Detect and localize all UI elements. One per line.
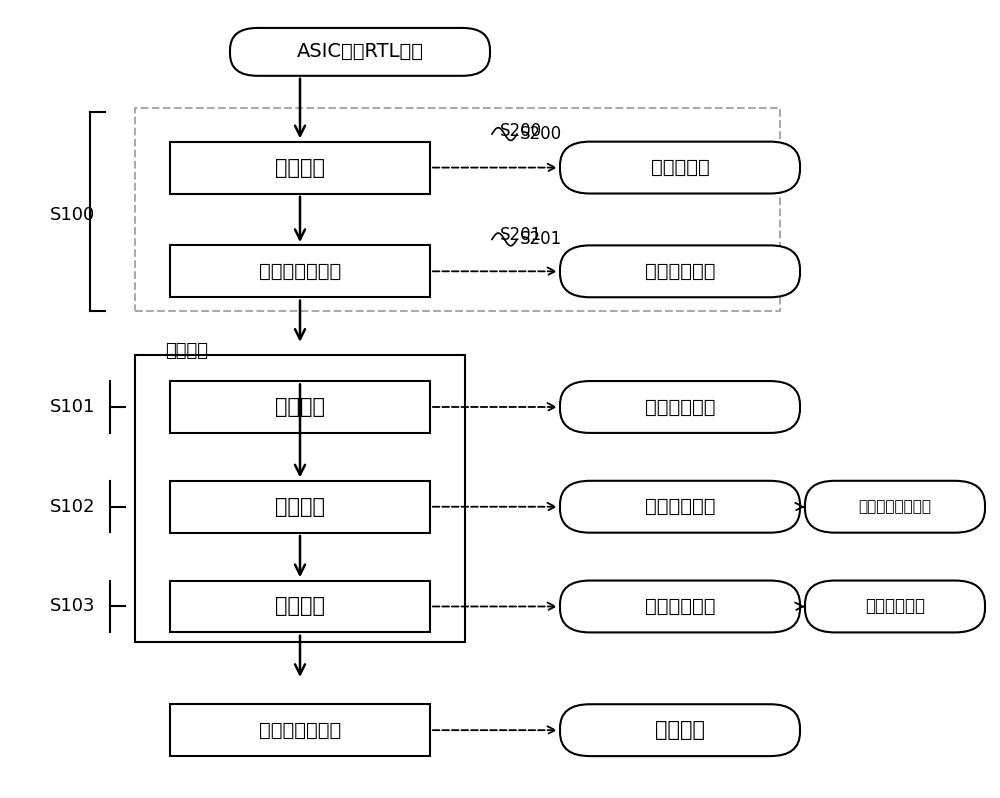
FancyBboxPatch shape xyxy=(560,245,800,297)
Text: 逻辑等价性检查: 逻辑等价性检查 xyxy=(259,262,341,281)
Text: S103: S103 xyxy=(50,598,96,615)
Text: 冗余识别: 冗余识别 xyxy=(275,397,325,417)
Text: S100: S100 xyxy=(50,207,95,224)
FancyBboxPatch shape xyxy=(170,381,430,433)
Text: 逻辑等价性检查: 逻辑等价性检查 xyxy=(259,721,341,740)
Text: 逻辑综合: 逻辑综合 xyxy=(275,157,325,178)
Text: 冗余分类报告: 冗余分类报告 xyxy=(645,497,715,516)
Text: S101: S101 xyxy=(50,398,95,416)
FancyBboxPatch shape xyxy=(170,245,430,297)
Text: 冗余优化指导文件: 冗余优化指导文件 xyxy=(858,500,932,514)
FancyBboxPatch shape xyxy=(560,705,800,757)
FancyBboxPatch shape xyxy=(560,381,800,433)
Text: S201: S201 xyxy=(520,231,562,248)
Text: 验证配置文件: 验证配置文件 xyxy=(865,598,925,615)
FancyBboxPatch shape xyxy=(805,480,985,533)
Text: S200: S200 xyxy=(520,125,562,143)
FancyBboxPatch shape xyxy=(560,480,800,533)
FancyBboxPatch shape xyxy=(805,581,985,632)
Text: 优化后的网表: 优化后的网表 xyxy=(645,597,715,616)
Text: 冗余分类: 冗余分类 xyxy=(275,496,325,517)
Text: 检查报告: 检查报告 xyxy=(655,720,705,741)
FancyBboxPatch shape xyxy=(170,480,430,533)
Text: 冗余优化: 冗余优化 xyxy=(165,342,208,360)
FancyBboxPatch shape xyxy=(560,581,800,632)
Text: S200: S200 xyxy=(500,122,542,140)
Text: 冗余删除: 冗余删除 xyxy=(275,596,325,617)
FancyBboxPatch shape xyxy=(170,142,430,194)
Text: ASIC设计RTL代码: ASIC设计RTL代码 xyxy=(296,42,424,61)
Text: S102: S102 xyxy=(50,498,96,516)
FancyBboxPatch shape xyxy=(170,705,430,757)
Text: 初始分析数据: 初始分析数据 xyxy=(645,262,715,281)
Text: S201: S201 xyxy=(500,226,542,243)
Text: 综合后网表: 综合后网表 xyxy=(651,158,709,177)
FancyBboxPatch shape xyxy=(170,581,430,632)
FancyBboxPatch shape xyxy=(560,142,800,194)
Text: 冗余识别报告: 冗余识别报告 xyxy=(645,397,715,417)
FancyBboxPatch shape xyxy=(230,28,490,76)
